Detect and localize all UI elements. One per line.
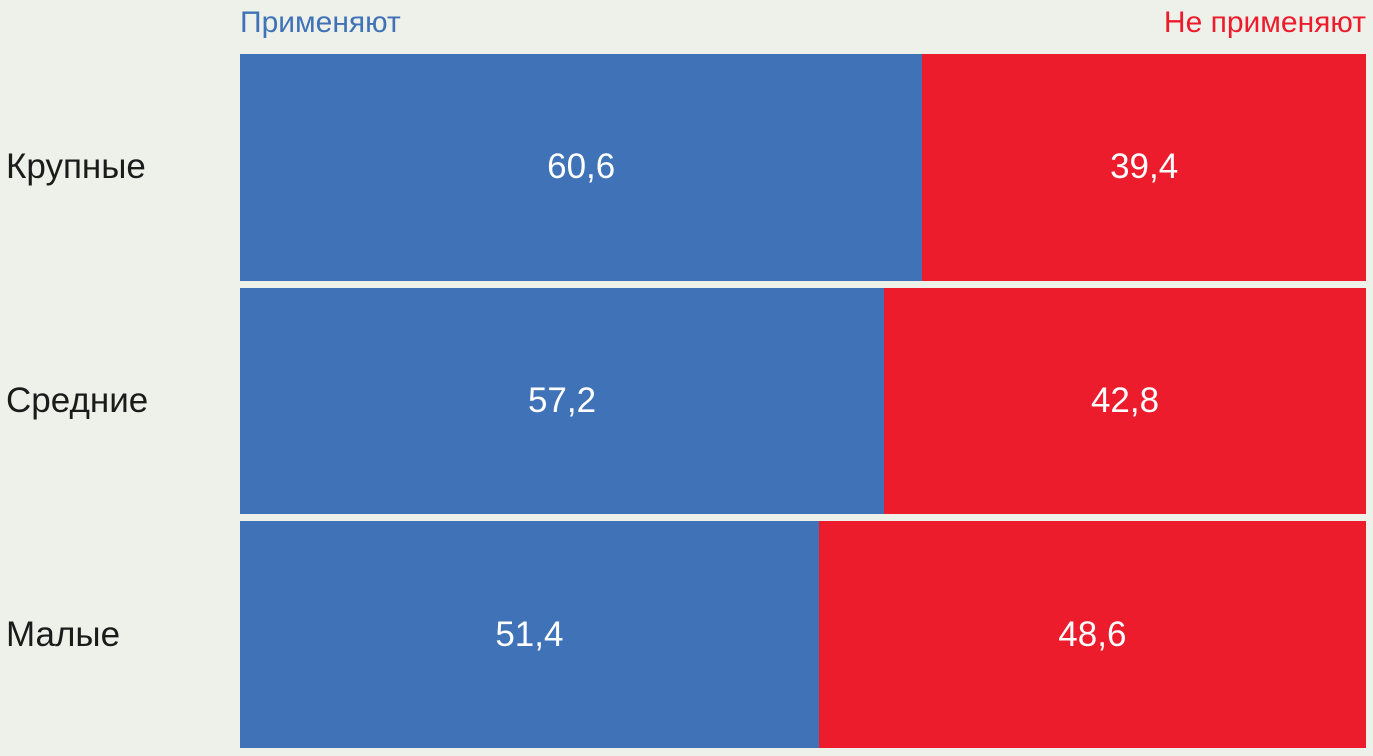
legend-applied-label: Применяют [240,6,401,39]
value-label: 51,4 [495,614,564,654]
bar-track: 60,6 39,4 [240,54,1366,281]
value-label: 57,2 [527,381,597,420]
category-label: Средние [6,381,149,420]
segment-applied: 60,6 [240,54,923,281]
value-label: 39,4 [1110,147,1179,187]
category-label: Крупные [6,147,146,187]
bar-track: 51,4 48,6 [240,521,1366,749]
value-label: 42,8 [1090,381,1160,420]
segment-applied: 57,2 [240,287,885,515]
segment-not-applied: 42,8 [884,287,1366,515]
value-label: 48,6 [1058,614,1127,654]
bar-chart: Крупные 60,6 39,4 Средние 57,2 42,8 Малые 51,4 4… [0,54,1366,749]
category-label: Малые [6,614,121,654]
segment-not-applied: 39,4 [922,54,1366,281]
bar-row: Средние 57,2 42,8 [0,287,1366,515]
value-label: 60,6 [547,147,616,187]
segment-applied: 51,4 [240,521,819,749]
segment-not-applied: 48,6 [818,521,1366,749]
legend-not-applied-label: Не применяют [1163,6,1366,39]
legend: Применяют Не применяют [240,6,1366,39]
bar-row: Малые 51,4 48,6 [0,521,1366,749]
bar-track: 57,2 42,8 [240,287,1366,515]
bar-row: Крупные 60,6 39,4 [0,54,1366,281]
